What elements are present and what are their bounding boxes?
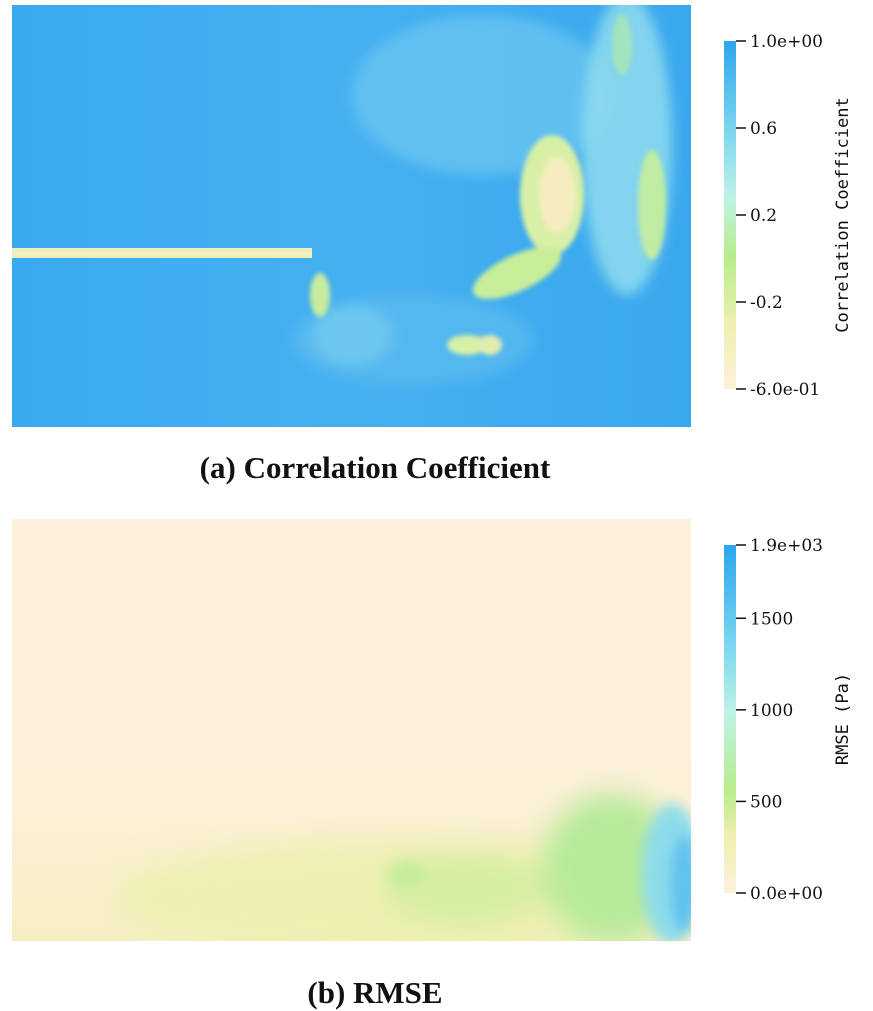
rmse-field-map (12, 519, 691, 941)
corr-region-blob-2 (472, 246, 562, 300)
rmse-region-right-blue (670, 834, 691, 934)
colorbar-title: RMSE (Pa) (833, 673, 853, 765)
colorbar-tick-label: 0.6 (750, 119, 777, 139)
corr-region-wake-line-core (12, 251, 312, 255)
correlation-field-map (12, 5, 691, 427)
correlation-colorbar: 1.0e+00 0.6 0.2 -0.2 -6.0e-01 Correlation Coe… (736, 32, 853, 400)
correlation-colorbar-gradient (724, 41, 736, 389)
colorbar-tick-label: 500 (750, 792, 782, 812)
panel-rmse: 1.9e+03 1500 1000 500 0.0e+00 RMSE (Pa) (b) R… (0, 510, 873, 1010)
caption-correlation: (a) Correlation Coefficient (199, 450, 551, 485)
colorbar-tick-label: 1000 (750, 701, 793, 721)
colorbar-tick-label: -6.0e-01 (750, 380, 820, 400)
colorbar-tick-label: 1.0e+00 (750, 32, 823, 52)
caption-rmse: (b) RMSE (307, 975, 443, 1010)
colorbar-tick-label: 1.9e+03 (750, 536, 823, 556)
corr-region-top-right (612, 15, 632, 75)
corr-region-blob-4 (478, 335, 502, 355)
corr-region-near-edge (310, 273, 330, 317)
colorbar-tick-label: 1500 (750, 609, 793, 629)
colorbar-tick-label: 0.0e+00 (750, 884, 823, 904)
corr-region-blob-1-core (539, 157, 575, 233)
colorbar-title: Correlation Coefficient (833, 97, 853, 332)
rmse-colorbar-gradient (724, 545, 736, 893)
corr-region-right-strip (638, 150, 666, 260)
corr-region-lower-left (312, 305, 392, 365)
rmse-colorbar: 1.9e+03 1500 1000 500 0.0e+00 RMSE (Pa) (736, 536, 853, 904)
colorbar-tick-label: 0.2 (750, 206, 777, 226)
corr-region-upper-light (352, 15, 612, 175)
corr-region-blob-3 (447, 335, 487, 355)
rmse-region-spot (389, 862, 425, 886)
panel-correlation: 1.0e+00 0.6 0.2 -0.2 -6.0e-01 Correlation Coe… (0, 0, 873, 500)
colorbar-tick-label: -0.2 (750, 293, 783, 313)
